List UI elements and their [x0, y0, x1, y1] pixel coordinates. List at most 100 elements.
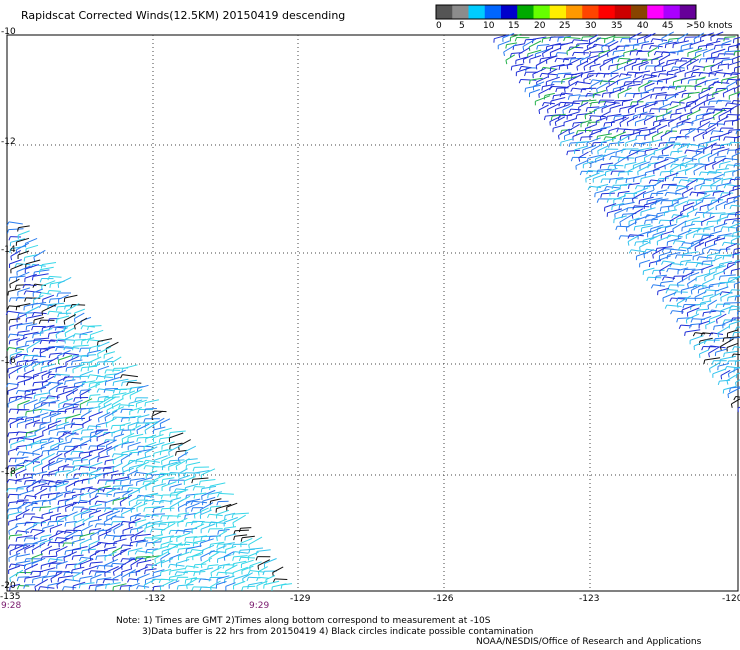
wind-vector [597, 168, 612, 171]
wind-vector [65, 571, 81, 574]
wind-vector [732, 168, 740, 173]
wind-barb [561, 79, 563, 84]
wind-barb [97, 479, 100, 484]
wind-barb [47, 542, 50, 547]
wind-vector [734, 346, 740, 348]
wind-vector [71, 566, 85, 571]
wind-vector [10, 439, 25, 446]
wind-barb [603, 136, 607, 141]
wind-barb [15, 395, 18, 401]
wind-barb [733, 51, 736, 56]
wind-vector [669, 162, 684, 172]
wind-vector [550, 63, 565, 68]
wind-barb [723, 219, 726, 225]
wind-vector [644, 200, 658, 206]
wind-vector [58, 441, 72, 446]
wind-vector [629, 31, 642, 39]
wind-swath-right [493, 31, 740, 413]
wind-vector [8, 525, 19, 532]
wind-vector [568, 73, 583, 82]
wind-vector [120, 452, 133, 461]
wind-vector [178, 474, 190, 480]
wind-vector [80, 370, 94, 376]
wind-vector [629, 234, 644, 237]
wind-barb [121, 508, 124, 513]
wind-vector [690, 101, 705, 110]
wind-barb [24, 361, 27, 366]
wind-vector [734, 85, 740, 90]
wind-vector [98, 403, 112, 411]
wind-barb [15, 530, 18, 535]
wind-vector [720, 338, 734, 348]
wind-vector [33, 332, 44, 335]
wind-vector [677, 277, 688, 284]
wind-vector [659, 73, 674, 76]
wind-barb [39, 348, 42, 353]
wind-barb [649, 45, 652, 50]
wind-barb [554, 58, 558, 63]
wind-barb [730, 403, 733, 408]
wind-vector [597, 183, 609, 188]
wind-vector [610, 104, 622, 109]
wind-vector [734, 366, 740, 369]
wind-barb [539, 73, 543, 78]
wind-vector [722, 58, 733, 61]
wind-vector [136, 471, 153, 475]
wind-vector [709, 362, 720, 370]
wind-vector [8, 431, 20, 434]
wind-vector [105, 497, 121, 504]
wind-barb [183, 571, 186, 576]
wind-vector [593, 141, 607, 144]
wind-barb [153, 542, 155, 547]
wind-barb [585, 107, 588, 112]
wind-barb [608, 65, 610, 71]
footnote-line-1: Note: 1) Times are GMT 2)Times along bot… [116, 616, 491, 626]
wind-vector [703, 48, 714, 54]
wind-vector [57, 305, 71, 308]
wind-barb [577, 95, 581, 100]
wind-barb [660, 86, 664, 91]
wind-barb [66, 395, 68, 401]
wind-vector [601, 39, 616, 48]
wind-vector [687, 241, 700, 250]
wind-vector [25, 290, 42, 293]
wind-vector [607, 113, 622, 117]
wind-barb [47, 310, 50, 316]
wind-vector [129, 463, 146, 469]
wind-vector [718, 193, 731, 200]
wind-vector [674, 69, 686, 74]
wind-vector [103, 514, 117, 523]
wind-vector [55, 373, 70, 376]
wind-barb [676, 303, 679, 308]
wind-barb [627, 241, 630, 246]
wind-vector [698, 141, 710, 145]
wind-barb [103, 507, 107, 513]
wind-barb [166, 515, 170, 520]
wind-vector [614, 156, 628, 165]
wind-vector [151, 410, 163, 417]
wind-vector [57, 503, 73, 509]
wind-vector [128, 487, 141, 490]
wind-barb [532, 74, 534, 79]
wind-vector [683, 251, 699, 255]
wind-vector [698, 228, 711, 230]
wind-barb [8, 319, 11, 324]
wind-barb [549, 36, 552, 42]
wind-vector [10, 583, 21, 587]
wind-vector [111, 397, 124, 406]
wind-vector [41, 339, 56, 342]
wind-vector [720, 274, 736, 277]
wind-barb [80, 430, 83, 435]
wind-vector [712, 368, 726, 375]
wind-barb [648, 179, 652, 184]
wind-vector [730, 386, 740, 389]
wind-barb [686, 199, 689, 204]
wind-barb [727, 393, 729, 399]
wind-vector [661, 31, 675, 39]
wind-vector [16, 313, 27, 319]
wind-vector [527, 49, 542, 55]
map-title: Rapidscat Corrected Winds(12.5KM) 201504… [21, 9, 346, 22]
wind-vector [106, 487, 120, 494]
wind-barb [590, 150, 593, 155]
wind-vector [737, 43, 740, 45]
